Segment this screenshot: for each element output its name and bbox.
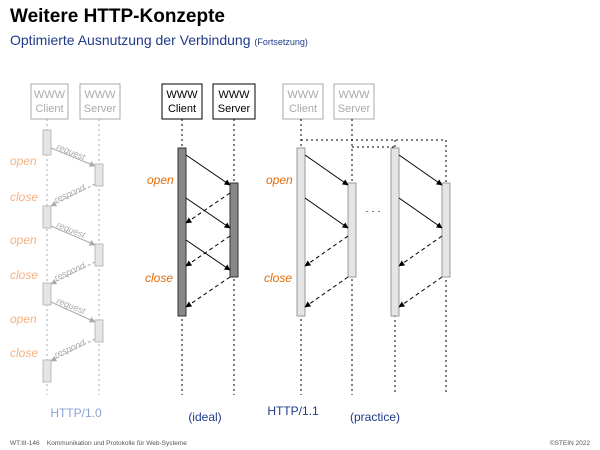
server-box-www-label: WWW [218,89,250,101]
open-label: open [266,173,293,187]
server-box-www-label: WWW [338,89,370,101]
client-activation-persistent [177,147,187,317]
server-activation-2 [441,182,451,278]
request-arrow [185,239,231,271]
respond-arrow [185,235,231,267]
server-activation-persistent [229,182,239,278]
footer-slide-id: WT:III-146 [10,440,40,447]
request-arrow [304,197,349,229]
footer-course: Kommunikation und Protokolle für Web-Sys… [46,440,187,447]
http10-section: WWW Client WWW Server request respond re… [10,83,121,420]
request-arrow [50,301,96,323]
respond-arrow [398,235,443,267]
subtitle-note: (Fortsetzung) [254,37,308,47]
client-box-client-label: Client [35,103,63,115]
server-activation [94,243,104,267]
client-activation [42,205,52,229]
respond-arrow [185,192,231,224]
open-label: open [10,312,37,326]
caption-practice: (practice) [350,410,400,424]
client-box-client-label: Client [168,103,196,115]
respond-label: respond [53,182,88,205]
request-label: request [55,220,87,241]
request-arrow [185,154,231,186]
footer-copyright: ©STEIN 2022 [549,440,590,447]
caption-http11: HTTP/1.1 [267,404,319,418]
close-label: close [145,271,173,285]
server-box-server-label: Server [218,103,251,115]
request-label: request [55,296,87,317]
server-box-server-label: Server [84,103,117,115]
request-arrow [185,197,231,229]
http11-section: WWW Client WWW Server · · · open close H… [264,83,451,424]
respond-arrow [398,276,443,308]
respond-label: respond [53,337,88,360]
request-arrow [50,147,96,167]
client-activation [42,359,52,383]
request-arrow [398,154,443,186]
client-activation [296,147,306,317]
client-box-http11 [282,83,324,120]
respond-label: respond [53,260,88,283]
respond-arrow [50,183,96,207]
request-arrow [304,154,349,186]
slide-title: Weitere HTTP-Konzepte [10,6,226,27]
server-activation [94,163,104,187]
client-activation-2 [390,147,400,317]
request-arrow [398,197,443,229]
client-box-www-label: WWW [287,89,319,101]
close-label: close [10,346,38,360]
client-box-www-label: WWW [166,89,198,101]
respond-arrow [50,261,96,285]
subtitle-text: Optimierte Ausnutzung der Verbindung [10,32,251,48]
caption-ideal: (ideal) [188,410,221,424]
server-box-http10 [79,83,121,120]
ideal-section: WWW Client WWW Server open close (ideal) [145,83,256,424]
ellipsis: · · · [365,206,381,217]
client-activation [42,282,52,306]
close-label: close [10,268,38,282]
close-label: close [10,190,38,204]
request-label: request [55,142,87,163]
respond-arrow [304,276,349,308]
client-box-client-label: Client [289,103,317,115]
client-box-http10 [30,83,69,120]
footer-left: WT:III-146 Kommunikation und Protokolle … [10,440,187,447]
server-activation [94,319,104,343]
request-arrow [50,225,96,246]
respond-arrow [50,338,96,362]
client-box-www-label: WWW [34,89,66,101]
slide-subtitle: Optimierte Ausnutzung der Verbindung (Fo… [10,32,308,48]
close-label: close [264,271,292,285]
open-label: open [10,154,37,168]
connector-client [301,139,447,148]
server-box-http11 [333,83,375,120]
caption-http10: HTTP/1.0 [50,406,102,420]
open-label: open [10,233,37,247]
server-box-www-label: WWW [84,89,116,101]
client-activation [42,129,52,156]
server-activation [347,182,357,278]
respond-arrow [185,276,231,308]
respond-arrow [304,235,349,267]
open-label: open [147,173,174,187]
server-box-server-label: Server [338,103,371,115]
